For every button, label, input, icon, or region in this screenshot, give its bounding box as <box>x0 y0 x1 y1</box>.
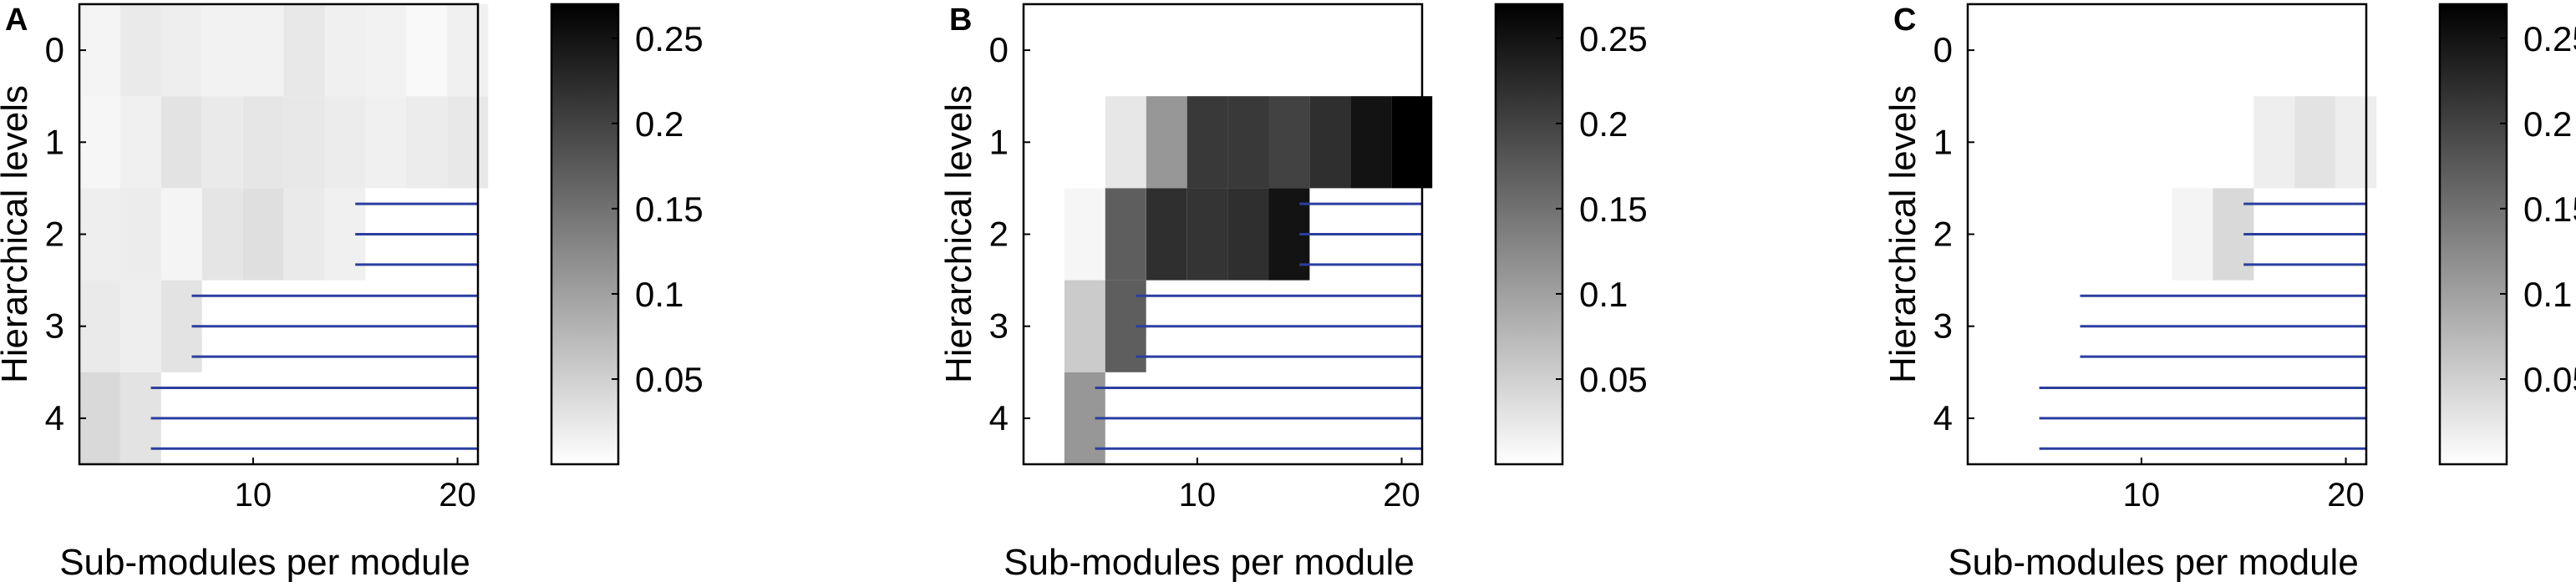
y-tick-label: 2 <box>1933 215 1953 254</box>
y-tick-label: 1 <box>45 122 64 161</box>
heatmap-cell <box>1105 96 1146 189</box>
heatmap-cell <box>324 96 366 189</box>
heatmap-cell <box>119 96 161 189</box>
colorbar-tick-label: 0.15 <box>2523 190 2576 229</box>
panel-label: A <box>5 3 28 38</box>
colorbar-tick-label: 0.2 <box>2523 104 2572 144</box>
heatmap-cell <box>1350 96 1392 189</box>
heatmap-cell <box>1227 96 1269 189</box>
x-axis-label: Sub-modules per module <box>59 542 470 583</box>
heatmap-cell <box>324 4 366 97</box>
heatmap-cell <box>2253 96 2295 189</box>
y-tick-label: 0 <box>989 30 1009 69</box>
y-tick-label: 3 <box>45 306 64 346</box>
heatmap-cell <box>79 96 120 189</box>
x-tick-label: 10 <box>1179 477 1217 514</box>
y-tick-label: 0 <box>45 30 64 69</box>
heatmap-cell <box>2335 96 2377 189</box>
colorbar-tick-label: 0.25 <box>2523 19 2576 58</box>
colorbar-tick-label: 0.25 <box>1579 19 1648 58</box>
heatmap-cell <box>447 4 489 97</box>
y-tick-label: 1 <box>989 122 1009 161</box>
colorbar-tick-label: 0.2 <box>1579 104 1628 144</box>
heatmap-cell <box>1268 96 1310 189</box>
heatmap-cell <box>1064 280 1105 372</box>
colorbar-tick-label: 0.15 <box>1579 190 1648 229</box>
heatmap-cell <box>283 96 325 189</box>
heatmap-cell <box>283 188 325 281</box>
heatmap-cell <box>79 4 120 97</box>
heatmap-cell <box>1105 188 1146 281</box>
heatmap-cell <box>201 4 243 97</box>
colorbar-tick-label: 0.05 <box>1579 360 1648 399</box>
x-tick-label: 20 <box>2327 477 2365 514</box>
heatmap-cell <box>201 188 243 281</box>
heatmap-cell <box>283 4 325 97</box>
heatmap-cell <box>365 96 407 189</box>
colorbar <box>2438 3 2508 466</box>
heatmap-cell <box>119 188 161 281</box>
chart-panel-b: 0 1 2 3 4 10 20 Sub-modules per module Hierarchi… <box>938 3 1648 583</box>
heatmap-cell <box>2172 188 2213 281</box>
y-tick-label: 2 <box>45 215 64 254</box>
x-tick-label: 20 <box>439 477 476 514</box>
colorbar-tick-label: 0.1 <box>635 275 683 314</box>
heatmap-cell <box>160 188 202 281</box>
y-tick-label: 4 <box>1933 398 1953 438</box>
y-tick-label: 4 <box>45 398 64 438</box>
heatmap-cell <box>1309 96 1351 189</box>
heatmap-cell <box>1227 188 1269 281</box>
heatmap-cell <box>406 4 448 97</box>
y-tick-label: 3 <box>1933 306 1953 346</box>
colorbar-tick-label: 0.15 <box>635 190 704 229</box>
colorbar-tick-label: 0.05 <box>2523 360 2576 399</box>
heatmap-cell <box>1064 188 1105 281</box>
heatmap-cell <box>1186 96 1228 189</box>
y-axis-label: Hierarchical levels <box>1882 85 1923 383</box>
heatmap-cell <box>242 96 284 189</box>
heatmap-cell <box>160 4 202 97</box>
y-axis-label: Hierarchical levels <box>0 85 35 383</box>
heatmap-cell <box>242 4 284 97</box>
heatmap-cell <box>2294 96 2336 189</box>
heatmap-cell <box>79 372 120 464</box>
y-tick-label: 4 <box>989 398 1009 438</box>
heatmap-cell <box>1186 188 1228 281</box>
colorbar-tick-label: 0.05 <box>635 360 704 399</box>
heatmap-cell <box>365 4 407 97</box>
y-axis-label: Hierarchical levels <box>938 85 979 383</box>
colorbar-tick-label: 0.2 <box>635 104 683 144</box>
heatmap-cell <box>1146 96 1187 189</box>
colorbar-tick-label: 0.1 <box>1579 275 1628 314</box>
chart-panel-a: 0 1 2 3 4 10 20 Sub-modules per module Hierarchi… <box>0 3 704 583</box>
panel-label: B <box>949 3 972 38</box>
heatmap-cell <box>1146 188 1187 281</box>
y-tick-label: 3 <box>989 306 1009 346</box>
heatmap-cell <box>119 4 161 97</box>
y-tick-label: 2 <box>989 215 1009 254</box>
heatmap-cell <box>201 96 243 189</box>
colorbar <box>1494 3 1564 466</box>
x-axis-label: Sub-modules per module <box>1948 542 2359 583</box>
colorbar-tick-label: 0.1 <box>2523 275 2572 314</box>
chart-panel-c: 0 1 2 3 4 10 20 Sub-modules per module Hierarchi… <box>1882 3 2576 583</box>
colorbar-tick-label: 0.25 <box>635 19 704 58</box>
heatmap-cell <box>119 280 161 372</box>
x-tick-label: 20 <box>1383 477 1420 514</box>
heatmap-cell <box>447 96 489 189</box>
heatmap-cell <box>406 96 448 189</box>
y-tick-label: 1 <box>1933 122 1953 161</box>
y-tick-label: 0 <box>1933 30 1953 69</box>
x-tick-label: 10 <box>235 477 272 514</box>
x-tick-label: 10 <box>2123 477 2161 514</box>
heatmap-cell <box>160 96 202 189</box>
heatmap-cell <box>242 188 284 281</box>
heatmap-cell <box>1391 96 1433 189</box>
x-axis-label: Sub-modules per module <box>1003 542 1415 583</box>
colorbar <box>550 3 620 466</box>
heatmap-cell <box>79 188 120 281</box>
panel-label: C <box>1893 3 1916 38</box>
heatmap-cell <box>79 280 120 372</box>
